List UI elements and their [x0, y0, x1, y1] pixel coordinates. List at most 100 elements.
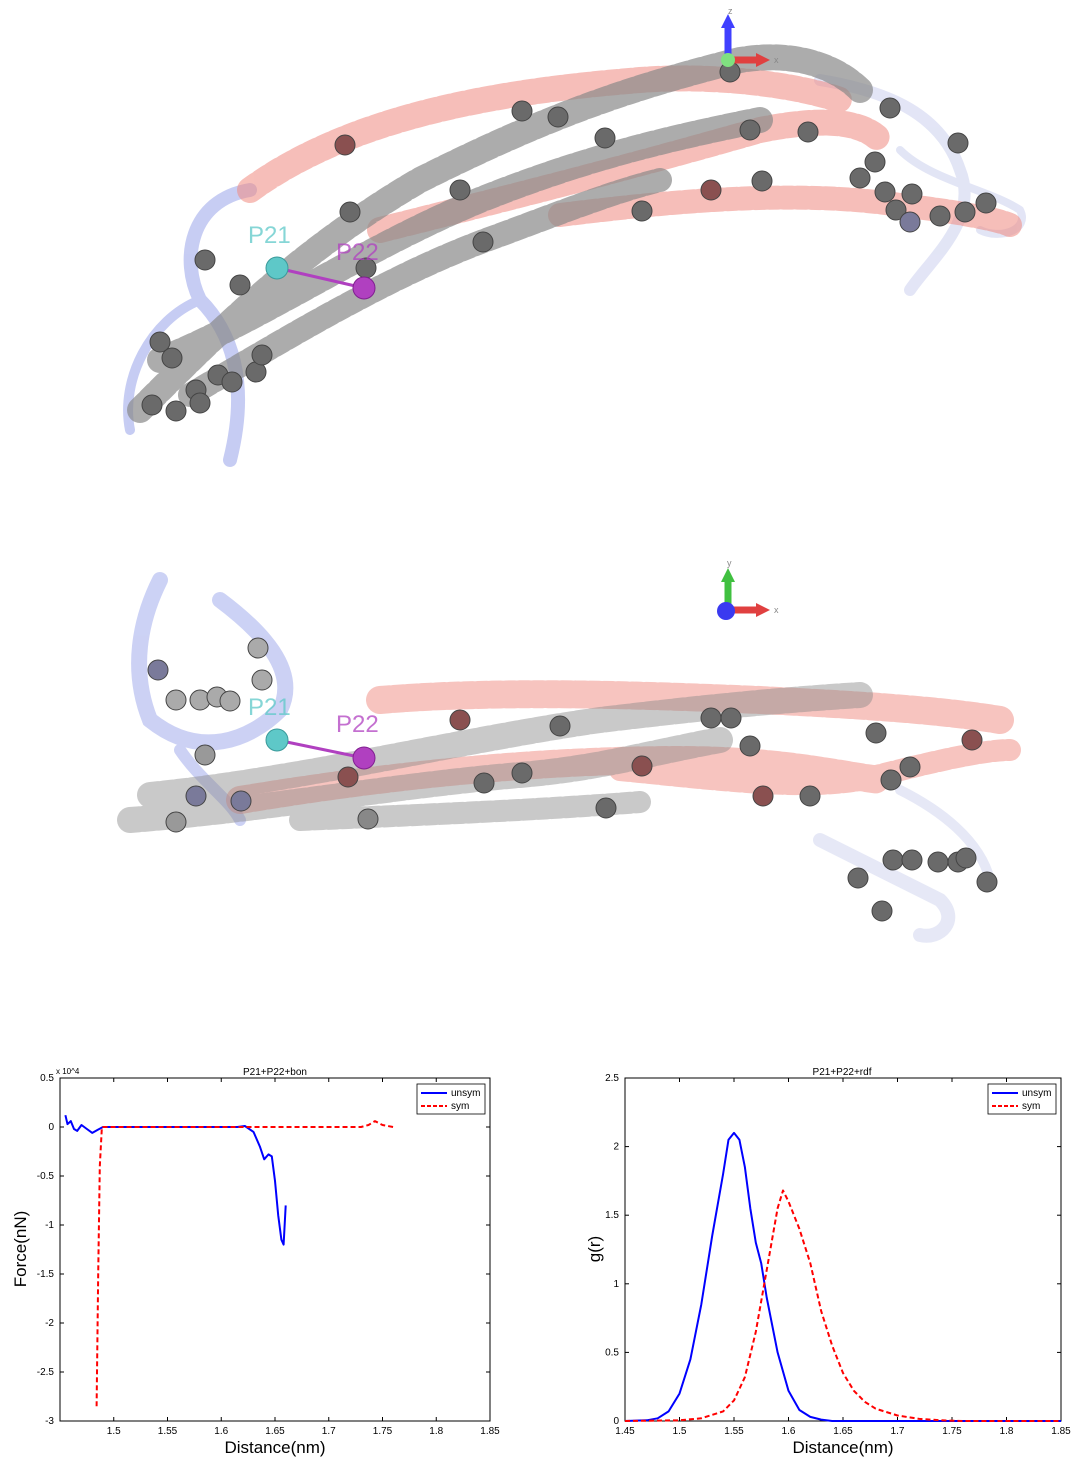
axes-triad: z x: [721, 6, 779, 67]
bead: [594, 127, 616, 149]
y-tick-label: 0: [48, 1122, 54, 1133]
legend: unsym sym: [987, 1083, 1057, 1115]
p22-bead: [352, 746, 376, 770]
bead: [185, 785, 207, 807]
ticks: 1.5 1.55 1.6 1.65 1.7 1.75 1.8 1.85 0.5 0 -0.5 -1 -1…: [37, 1073, 500, 1437]
x-tick-label: 1.75: [373, 1426, 393, 1437]
bead: [165, 689, 187, 711]
x-tick-label: 1.7: [322, 1426, 336, 1437]
bead: [473, 772, 495, 794]
y-tick-label: 2: [613, 1142, 619, 1153]
x-tick-label: 1.85: [480, 1426, 500, 1437]
y-axis-label: Force(nN): [11, 1211, 30, 1288]
force-chart-svg: P21+P22+bon x 10^4 1.5 1.55 1.6 1.65 1.7 1.75…: [11, 1067, 500, 1457]
bead: [149, 331, 171, 353]
bead: [472, 231, 494, 253]
ticks: 1.45 1.5 1.55 1.6 1.65 1.7 1.75 1.8 1.85 2.5 2 1.5 1…: [605, 1073, 1071, 1437]
bead: [879, 97, 901, 119]
beads: [147, 637, 998, 922]
y-tick-label: -0.5: [37, 1171, 55, 1182]
series-lines: [64, 1114, 394, 1407]
structure-side-view: P21 P22 z x: [0, 0, 1072, 480]
bead: [221, 371, 243, 393]
p21-bead: [265, 728, 289, 752]
bead: [511, 762, 533, 784]
x-tick-label: 1.45: [615, 1426, 635, 1437]
series-line-sym: [624, 1189, 1061, 1422]
bead: [955, 847, 977, 869]
structure-top-view: P21 P22 y x: [0, 540, 1072, 980]
p22-bead: [352, 276, 376, 300]
structure-top-svg: P21 P22 y x: [117, 558, 1021, 943]
y-tick-label: 2.5: [605, 1073, 619, 1084]
bead: [631, 755, 653, 777]
bead: [885, 199, 907, 221]
bead: [251, 344, 273, 366]
x-tick-label: 1.65: [265, 1426, 285, 1437]
x-tick-label: 1.65: [833, 1426, 853, 1437]
bead: [961, 729, 983, 751]
bead: [874, 181, 896, 203]
bead: [882, 849, 904, 871]
blue-domain-right: [813, 785, 995, 943]
axis-horizontal-label: x: [774, 55, 779, 65]
series-line-unsym: [624, 1131, 1061, 1422]
bead: [511, 100, 533, 122]
plot-frame: [624, 1077, 1062, 1422]
x-tick-label: 1.6: [214, 1426, 228, 1437]
bead: [929, 205, 951, 227]
bead: [901, 183, 923, 205]
y-tick-label: 1.5: [605, 1210, 619, 1221]
p21-p22-bond: [276, 738, 365, 760]
chart-title: P21+P22+rdf: [813, 1067, 872, 1078]
bead: [189, 392, 211, 414]
x-tick-label: 1.55: [724, 1426, 744, 1437]
bead: [880, 769, 902, 791]
bead: [165, 811, 187, 833]
axis-horizontal-label: x: [774, 605, 779, 615]
x-tick-label: 1.5: [107, 1426, 121, 1437]
y-multiplier: x 10^4: [56, 1067, 80, 1076]
bead: [864, 151, 886, 173]
p22-label: P22: [336, 239, 379, 266]
bead: [700, 707, 722, 729]
bead: [337, 766, 359, 788]
bead: [739, 735, 761, 757]
bead: [720, 707, 742, 729]
y-tick-label: 0: [613, 1416, 619, 1427]
bead: [751, 170, 773, 192]
force-chart: P21+P22+bon x 10^4 1.5 1.55 1.6 1.65 1.7 1.75…: [0, 1060, 536, 1461]
axis-vertical-label: z: [728, 6, 733, 16]
bead: [899, 756, 921, 778]
rdf-chart-svg: P21+P22+rdf 1.45 1.5 1.55 1.6 1.65 1.7 1.75 1.8…: [585, 1067, 1071, 1457]
bead: [165, 400, 187, 422]
bead: [871, 900, 893, 922]
bead: [752, 785, 774, 807]
bead: [975, 192, 997, 214]
bead: [219, 690, 241, 712]
x-tick-label: 1.5: [673, 1426, 687, 1437]
bead: [901, 849, 923, 871]
bead: [547, 106, 569, 128]
legend-label-sym: sym: [451, 1101, 469, 1112]
legend-box: [416, 1083, 486, 1115]
x-tick-label: 1.85: [1051, 1426, 1071, 1437]
bead: [449, 709, 471, 731]
x-axis-label: Distance(nm): [792, 1438, 893, 1457]
axis-vertical-label: y: [727, 558, 732, 568]
structure-side-svg: P21 P22 z x: [123, 6, 1026, 467]
chart-title: P21+P22+bon: [243, 1067, 307, 1078]
beads: [141, 61, 997, 422]
bead: [976, 871, 998, 893]
p21-label: P21: [248, 694, 291, 721]
x-tick-label: 1.8: [1000, 1426, 1014, 1437]
blue-domain-left: [131, 572, 294, 826]
x-tick-label: 1.7: [891, 1426, 905, 1437]
legend: unsym sym: [416, 1083, 486, 1115]
p21-p22-bond: [276, 266, 365, 290]
legend-label-unsym: unsym: [451, 1088, 480, 1099]
bead: [865, 722, 887, 744]
series-line-unsym: [64, 1114, 287, 1246]
y-tick-label: 0.5: [40, 1073, 54, 1084]
bead: [595, 797, 617, 819]
